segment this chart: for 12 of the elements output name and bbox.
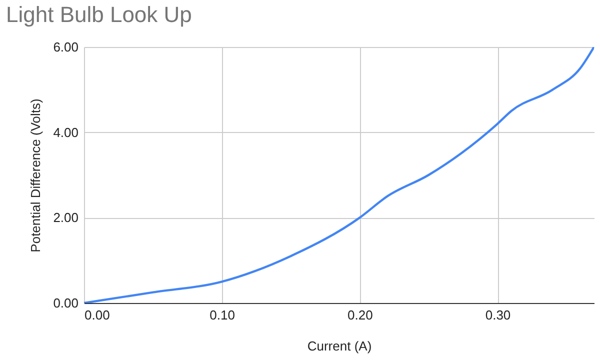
y-axis-title: Potential Difference (Volts) xyxy=(28,98,44,252)
x-axis-title: Current (A) xyxy=(307,338,372,354)
y-tick-label: 0.00 xyxy=(53,296,78,310)
y-tick-label: 2.00 xyxy=(53,210,78,226)
x-tick-label: 0.30 xyxy=(485,308,511,322)
line-series xyxy=(84,47,594,303)
x-tick-label: 0.20 xyxy=(348,308,373,322)
chart-title: Light Bulb Look Up xyxy=(6,2,192,27)
x-tick-label: 0.10 xyxy=(210,308,235,322)
y-tick-label: 6.00 xyxy=(53,40,78,54)
x-tick-label: 0.00 xyxy=(84,308,110,322)
y-tick-label: 4.00 xyxy=(53,124,78,140)
